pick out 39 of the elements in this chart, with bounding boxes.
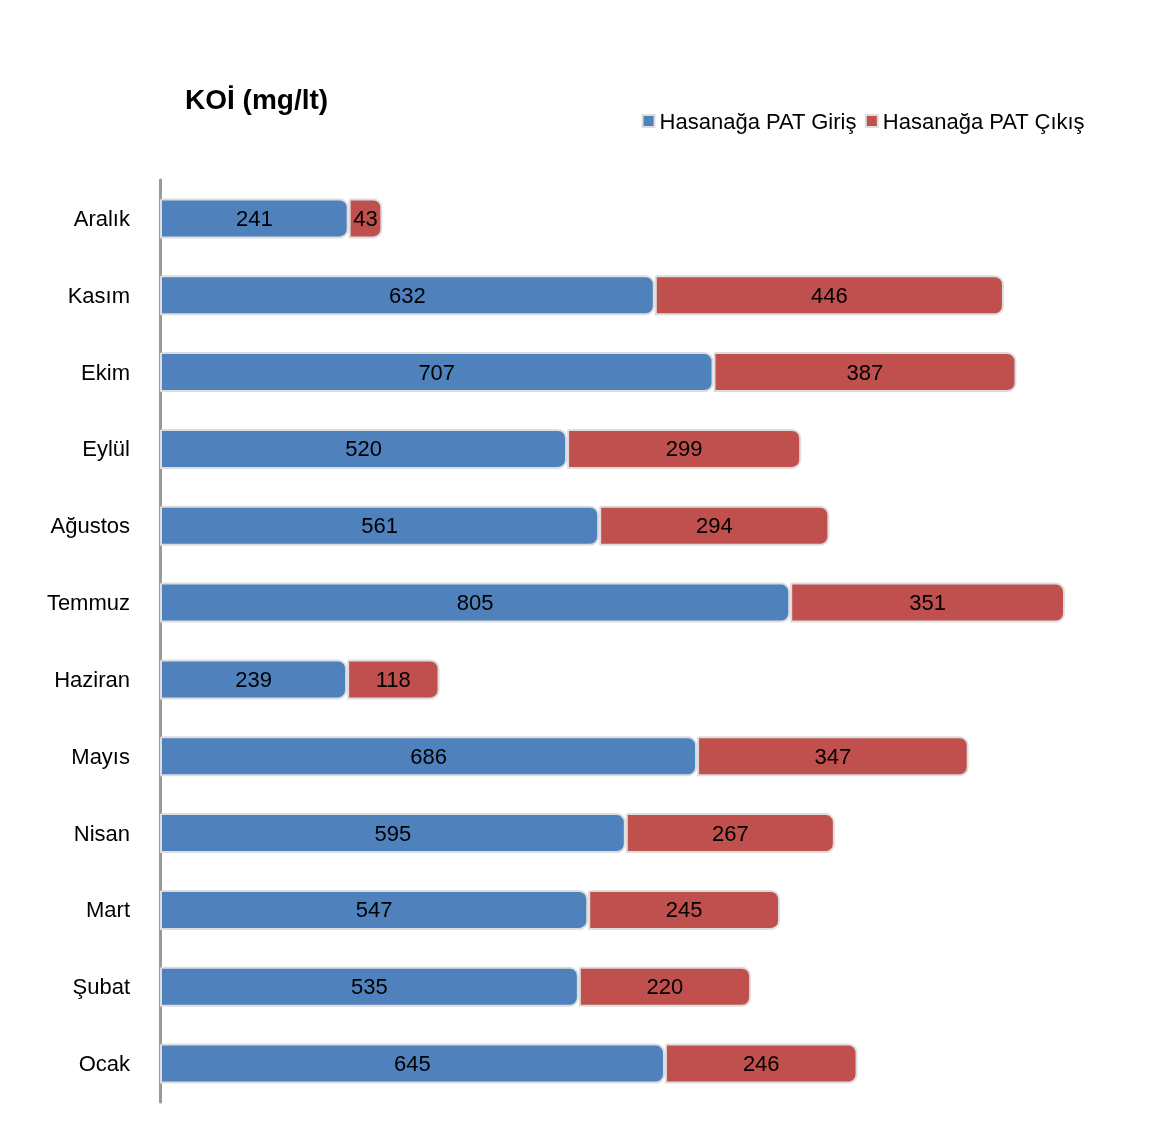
y-tick-label: Ağustos — [50, 513, 130, 539]
data-label: 43 — [353, 205, 378, 231]
data-label: 520 — [345, 436, 382, 462]
data-label: 547 — [355, 897, 393, 923]
data-label: 686 — [410, 743, 447, 769]
y-tick-label: Eylül — [82, 436, 130, 462]
y-tick-label: Ocak — [78, 1051, 131, 1077]
y-tick-label: Kasım — [67, 282, 130, 308]
data-label: 561 — [361, 513, 398, 539]
data-label: 267 — [711, 820, 749, 846]
y-tick-label: Mart — [86, 897, 130, 923]
y-tick-label: Temmuz — [46, 590, 130, 616]
data-label: 446 — [811, 282, 848, 308]
legend-label: Hasanağa PAT Giriş — [659, 108, 857, 134]
data-label: 241 — [235, 205, 273, 231]
data-label: 805 — [456, 590, 494, 616]
legend-label: Hasanağa PAT Çıkış — [882, 108, 1085, 134]
data-label: 645 — [394, 1051, 431, 1077]
data-label: 299 — [665, 436, 703, 462]
chart-title: KOİ (mg/lt) — [185, 83, 329, 115]
data-label: 351 — [909, 590, 946, 616]
data-label: 245 — [665, 897, 703, 923]
y-tick-label: Nisan — [73, 820, 130, 846]
data-label: 220 — [646, 974, 684, 1000]
data-label: 595 — [374, 820, 412, 846]
data-label: 118 — [375, 666, 411, 692]
data-label: 632 — [389, 282, 426, 308]
data-label: 347 — [814, 743, 852, 769]
y-tick-label: Haziran — [54, 666, 130, 692]
data-label: 535 — [351, 974, 388, 1000]
y-tick-label: Aralık — [73, 205, 131, 231]
data-label: 294 — [695, 513, 733, 539]
data-label: 387 — [846, 359, 884, 385]
data-label: 239 — [235, 666, 272, 692]
y-tick-label: Şubat — [72, 974, 130, 1000]
data-label: 246 — [742, 1051, 780, 1077]
data-label: 707 — [418, 359, 456, 385]
y-tick-label: Ekim — [81, 359, 130, 385]
y-tick-label: Mayıs — [71, 743, 130, 769]
